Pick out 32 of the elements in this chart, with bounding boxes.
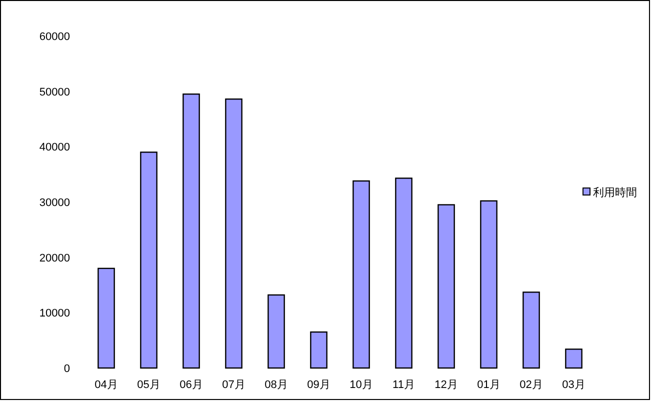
y-tick-label: 20000 xyxy=(39,252,70,264)
y-tick-label: 10000 xyxy=(39,308,70,320)
bar xyxy=(140,152,158,369)
bar xyxy=(98,268,115,369)
x-tick-label: 08月 xyxy=(264,379,288,391)
x-tick-label: 02月 xyxy=(520,379,543,391)
x-tick-label: 06月 xyxy=(180,379,203,391)
x-tick-label: 12月 xyxy=(434,379,458,391)
y-tick-label: 40000 xyxy=(39,142,70,154)
bar xyxy=(268,294,285,369)
bar xyxy=(565,348,582,369)
y-tick-label: 50000 xyxy=(39,86,70,98)
y-tick-label: 60000 xyxy=(39,31,70,43)
y-tick-label: 30000 xyxy=(39,197,70,209)
bar xyxy=(310,331,328,369)
legend-label: 利用時間 xyxy=(593,186,637,199)
x-tick-label: 03月 xyxy=(562,379,586,391)
bar xyxy=(225,98,242,369)
x-tick-label: 01月 xyxy=(477,379,500,391)
x-tick-label: 07月 xyxy=(222,379,246,391)
x-tick-label: 04月 xyxy=(94,379,118,391)
bar xyxy=(480,200,498,369)
bar xyxy=(395,178,412,369)
bar xyxy=(352,180,370,369)
x-tick-label: 05月 xyxy=(137,379,160,391)
bar xyxy=(182,94,200,369)
x-tick-label: 09月 xyxy=(307,379,330,391)
x-tick-label: 10月 xyxy=(350,379,373,391)
bar xyxy=(438,204,455,369)
bar xyxy=(522,292,540,369)
x-tick-label: 11月 xyxy=(392,379,415,391)
y-tick-label: 0 xyxy=(64,363,70,375)
